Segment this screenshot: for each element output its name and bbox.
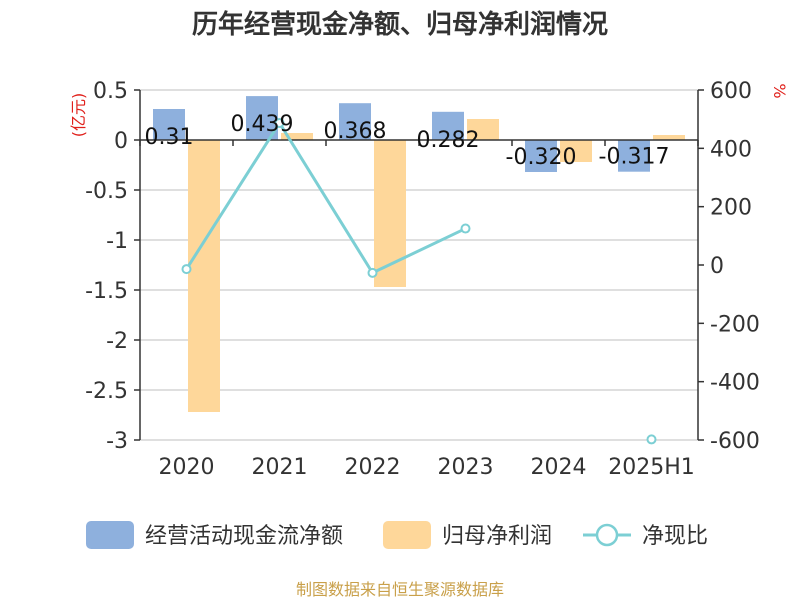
bars <box>153 96 685 412</box>
grid-lines <box>140 89 698 441</box>
left-tick-label: 0.5 <box>93 79 128 104</box>
chart-title: 历年经营现金净额、归母净利润情况 <box>192 9 608 40</box>
data-labels: 0.31 0.439 0.368 0.282 -0.320 -0.317 <box>145 112 670 170</box>
bar-profit <box>281 133 313 140</box>
bar-profit <box>374 140 406 287</box>
ratio-point <box>460 223 471 234</box>
legend-swatch-profit <box>383 521 431 549</box>
category-label: 2022 <box>345 455 401 480</box>
bar-profit <box>188 140 220 412</box>
left-tick-label: -1 <box>106 229 128 254</box>
data-label-cashflow: -0.320 <box>506 145 577 170</box>
bar-cashflow <box>618 140 650 172</box>
left-tick-label: -0.5 <box>85 179 128 204</box>
ratio-line-segment <box>185 120 467 275</box>
right-tick-label: 400 <box>710 137 752 162</box>
right-axis: 600 400 200 0 -200 -400 -600 <box>698 79 760 454</box>
left-axis: 0.5 0 -0.5 -1 -1.5 -2 -2.5 -3 <box>85 79 140 454</box>
legend-swatch-cashflow <box>86 521 134 549</box>
bar-profit <box>653 135 685 140</box>
source-note: 制图数据来自恒生聚源数据库 <box>296 580 504 599</box>
right-tick-label: -600 <box>710 429 760 454</box>
left-tick-label: 0 <box>114 129 128 154</box>
left-tick-label: -2 <box>106 329 128 354</box>
legend-label-ratio: 净现比 <box>642 524 708 549</box>
category-labels: 2020 2021 2022 2023 2024 2025H1 <box>159 455 695 480</box>
ratio-point <box>274 117 285 128</box>
ratio-point <box>367 267 378 278</box>
right-tick-label: 200 <box>710 196 752 221</box>
right-tick-label: 600 <box>710 79 752 104</box>
left-tick-label: -1.5 <box>85 279 128 304</box>
data-label-cashflow: 0.282 <box>417 128 480 153</box>
bar-cashflow <box>432 111 464 140</box>
right-axis-unit: % <box>770 83 789 98</box>
left-tick-label: -3 <box>106 429 128 454</box>
left-axis-unit: (亿元) <box>69 93 88 138</box>
category-label: 2025H1 <box>608 455 695 480</box>
right-tick-label: -400 <box>710 371 760 396</box>
axes <box>139 90 699 440</box>
bar-profit <box>467 119 499 140</box>
bar-profit <box>560 140 592 162</box>
category-label: 2023 <box>438 455 494 480</box>
right-tick-label: 0 <box>710 254 724 279</box>
ratio-point <box>646 434 657 445</box>
data-label-cashflow: 0.439 <box>231 112 294 137</box>
category-label: 2021 <box>252 455 308 480</box>
legend: 经营活动现金流净额 归母净利润 净现比 <box>86 521 708 549</box>
data-label-cashflow: -0.317 <box>599 145 670 170</box>
right-tick-label: -200 <box>710 312 760 337</box>
left-tick-label: -2.5 <box>85 379 128 404</box>
data-label-cashflow: 0.368 <box>324 119 387 144</box>
bar-cashflow <box>339 103 371 140</box>
category-label: 2024 <box>531 455 587 480</box>
ratio-line <box>181 117 657 445</box>
legend-label-profit: 归母净利润 <box>442 524 552 549</box>
ratio-point <box>181 264 192 275</box>
bar-cashflow <box>153 109 185 140</box>
bar-cashflow <box>525 140 557 172</box>
category-label: 2020 <box>159 455 215 480</box>
data-label-cashflow: 0.31 <box>145 125 194 150</box>
legend-label-cashflow: 经营活动现金流净额 <box>145 524 343 549</box>
legend-marker-ratio <box>595 523 619 547</box>
